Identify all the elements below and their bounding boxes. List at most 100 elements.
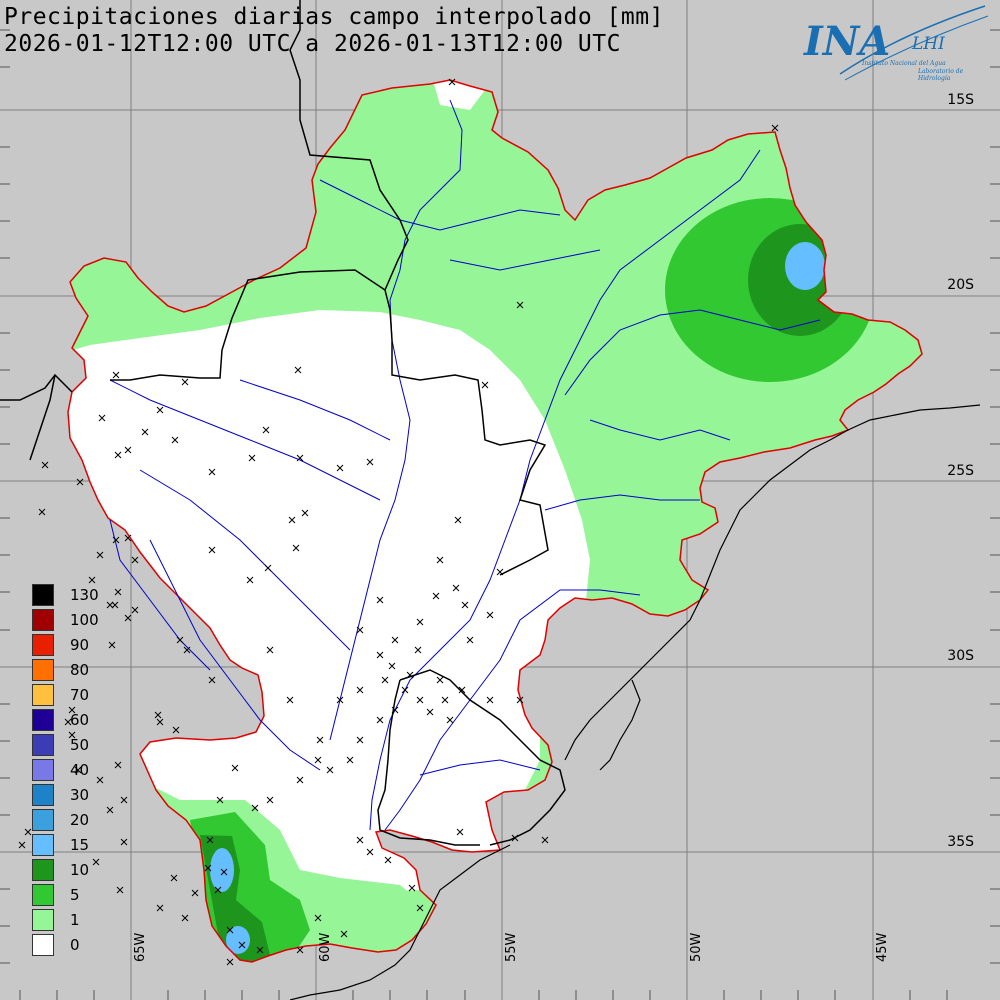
station-marker <box>296 946 304 954</box>
station-marker <box>248 454 256 462</box>
station-marker <box>461 601 469 609</box>
station-marker <box>326 766 334 774</box>
station-marker <box>183 646 191 654</box>
station-marker <box>156 406 164 414</box>
legend-entry: 40 <box>32 758 89 782</box>
river-uruguay <box>384 589 641 831</box>
station-marker <box>111 601 119 609</box>
lagoon-patos <box>599 679 641 771</box>
station-marker <box>208 546 216 554</box>
border-uruguay-brazil <box>399 669 566 846</box>
legend-swatch <box>32 759 54 781</box>
station-marker <box>108 641 116 649</box>
station-marker <box>171 436 179 444</box>
station-marker <box>76 478 84 486</box>
station-marker <box>98 414 106 422</box>
station-marker <box>296 454 304 462</box>
station-marker <box>64 718 72 726</box>
station-marker <box>181 914 189 922</box>
station-marker <box>416 904 424 912</box>
coastline <box>289 404 981 1000</box>
station-marker <box>458 686 466 694</box>
station-marker <box>448 78 456 86</box>
station-marker <box>376 651 384 659</box>
coast-argentina <box>289 844 511 1000</box>
station-marker <box>481 381 489 389</box>
station-marker <box>256 946 264 954</box>
river-tiete <box>564 309 821 396</box>
station-marker <box>356 836 364 844</box>
station-marker <box>106 601 114 609</box>
legend-swatch <box>32 734 54 756</box>
river-bermejo <box>139 469 351 651</box>
legend-entry: 50 <box>32 733 89 757</box>
station-marker <box>266 796 274 804</box>
lat-label-25s: 25S <box>947 463 974 479</box>
station-marker <box>92 858 100 866</box>
station-marker <box>226 958 234 966</box>
station-marker <box>426 708 434 716</box>
station-marker <box>356 626 364 634</box>
legend-swatch <box>32 809 54 831</box>
border-uruguay-argentina <box>377 679 480 846</box>
river-salado <box>149 539 321 771</box>
station-marker <box>316 736 324 744</box>
legend-entry: 1 <box>32 908 80 932</box>
station-marker <box>238 941 246 949</box>
legend-swatch <box>32 859 54 881</box>
legend-entry: 130 <box>32 583 99 607</box>
station-marker <box>486 611 494 619</box>
station-marker <box>18 841 26 849</box>
station-marker <box>112 371 120 379</box>
rain-15mm-northeast <box>785 242 825 290</box>
ina-lhi-logo: INA LHI Instituto Nacional del Agua Labo… <box>800 4 990 88</box>
station-marker <box>262 426 270 434</box>
legend-entry: 0 <box>32 933 80 957</box>
station-marker <box>114 761 122 769</box>
station-marker <box>346 756 354 764</box>
station-marker <box>112 536 120 544</box>
coast-brazil <box>564 404 981 761</box>
border-bolivia-brazil <box>289 0 409 291</box>
legend-swatch <box>32 934 54 956</box>
legend-label: 10 <box>70 861 90 879</box>
legend-label: 1 <box>70 911 80 929</box>
station-marker <box>74 766 82 774</box>
legend-swatch <box>32 659 54 681</box>
map-title: Precipitaciones diarias campo interpolad… <box>4 4 664 30</box>
basin-outline <box>67 79 923 963</box>
station-marker <box>384 856 392 864</box>
legend-label: 50 <box>70 736 90 754</box>
legend-swatch <box>32 634 54 656</box>
station-marker <box>416 696 424 704</box>
station-marker <box>114 451 122 459</box>
legend-label: 100 <box>70 611 99 629</box>
station-marker <box>366 458 374 466</box>
station-marker <box>288 516 296 524</box>
station-marker <box>406 671 414 679</box>
lon-label-45w: 45W <box>875 932 890 962</box>
station-marker <box>441 696 449 704</box>
logo-subtitle-lhi: Laboratorio de Hidrología <box>918 68 964 82</box>
legend-label: 40 <box>70 761 90 779</box>
legend-label: 70 <box>70 686 90 704</box>
lat-label-20s: 20S <box>947 277 974 293</box>
station-marker <box>141 428 149 436</box>
border-bolivia-argentina <box>110 317 233 381</box>
station-marker <box>264 564 272 572</box>
legend-label: 0 <box>70 936 80 954</box>
logo-subtitle-ina: Instituto Nacional del Agua <box>862 60 946 67</box>
station-marker <box>432 592 440 600</box>
station-marker <box>408 884 416 892</box>
station-marker <box>131 556 139 564</box>
border-chile-west <box>0 373 73 401</box>
legend-entry: 70 <box>32 683 89 707</box>
no-rain-north <box>430 80 500 110</box>
station-marker <box>301 509 309 517</box>
station-marker <box>120 838 128 846</box>
station-marker <box>496 568 504 576</box>
station-marker <box>208 468 216 476</box>
station-marker <box>336 696 344 704</box>
legend-label: 60 <box>70 711 90 729</box>
station-marker <box>156 718 164 726</box>
